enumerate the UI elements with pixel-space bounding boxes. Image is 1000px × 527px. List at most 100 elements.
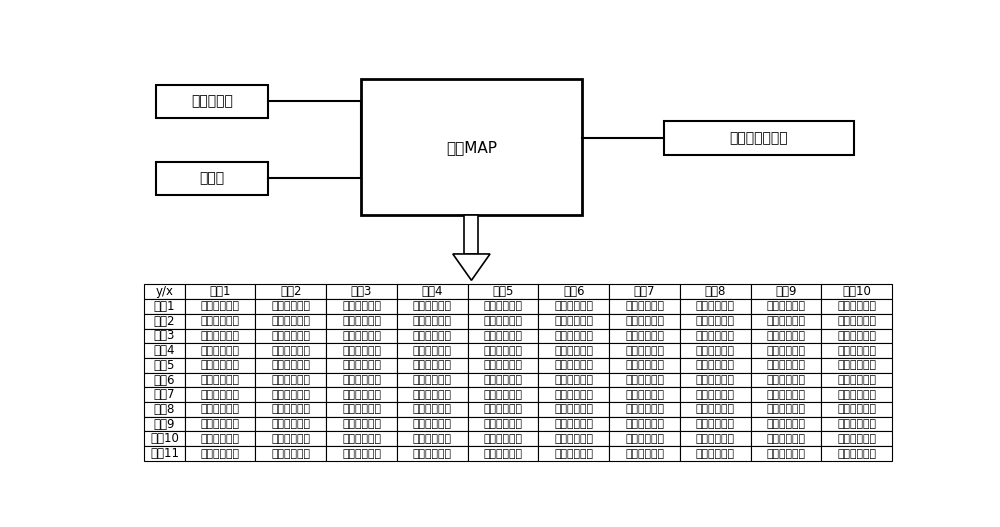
Bar [397,446,468,461]
Text: 空气计算方式: 空气计算方式 [696,448,735,458]
Bar [255,446,326,461]
Text: 空气计算方式: 空气计算方式 [342,404,381,414]
Bar [680,343,751,358]
Text: 空气计算方式: 空气计算方式 [554,390,593,399]
Bar [680,328,751,343]
Text: 空气计算方式: 空气计算方式 [837,448,876,458]
Text: 油量11: 油量11 [150,447,179,460]
Text: 空气计算方式: 空气计算方式 [696,404,735,414]
Bar [144,402,185,417]
Bar [361,80,582,216]
Text: 空气计算方式: 空气计算方式 [271,331,310,341]
Bar [751,373,821,387]
Bar [538,343,609,358]
Text: 油量7: 油量7 [154,388,175,401]
Text: 空气计算方式: 空气计算方式 [342,360,381,370]
Text: 空气计算方式: 空气计算方式 [696,316,735,326]
Bar [326,446,397,461]
Bar [468,314,538,328]
Bar [185,358,255,373]
Text: 空气计算方式: 空气计算方式 [554,331,593,341]
Text: 空气计算方式: 空气计算方式 [696,360,735,370]
Text: 空气计算方式: 空气计算方式 [413,346,452,356]
Text: 空气计算方式: 空气计算方式 [413,301,452,311]
Bar [680,373,751,387]
Text: 空气计算方式: 空气计算方式 [767,390,806,399]
Text: 空气计算方式: 空气计算方式 [271,448,310,458]
Bar [144,285,185,299]
Text: 空气计算方式: 空气计算方式 [837,404,876,414]
Bar [255,285,326,299]
Bar [751,328,821,343]
Bar [255,343,326,358]
Bar [538,299,609,314]
Text: 空气计算方式: 空气计算方式 [767,316,806,326]
Text: 转速9: 转速9 [775,285,797,298]
Text: 空气计算方式: 空气计算方式 [413,404,452,414]
Text: 空气计算方式: 空气计算方式 [201,375,240,385]
Bar [468,285,538,299]
Bar [538,358,609,373]
Text: 转速4: 转速4 [422,285,443,298]
Bar [680,402,751,417]
Text: 空气计算方式: 空气计算方式 [837,375,876,385]
Bar [185,299,255,314]
Bar [144,432,185,446]
Bar [468,446,538,461]
Bar [397,358,468,373]
Text: 空气计算方式: 空气计算方式 [271,316,310,326]
Text: 转速7: 转速7 [634,285,655,298]
Text: y/x: y/x [156,285,174,298]
Text: 空气计算方式: 空气计算方式 [696,331,735,341]
Bar [397,402,468,417]
Text: 空气计算方式: 空气计算方式 [554,434,593,444]
Bar [397,343,468,358]
Text: 空气计算方式: 空气计算方式 [201,404,240,414]
Bar [255,328,326,343]
Text: 空气计算方式: 空气计算方式 [767,419,806,429]
Bar [326,285,397,299]
Bar [538,417,609,432]
Text: 空气计算方式: 空气计算方式 [271,419,310,429]
Bar [609,358,680,373]
Bar [538,446,609,461]
Bar [821,299,892,314]
Bar [326,299,397,314]
Text: 空气计算方式: 空气计算方式 [484,404,523,414]
Bar [185,343,255,358]
Text: 空气计算方式: 空气计算方式 [767,375,806,385]
Bar [468,402,538,417]
Bar [255,432,326,446]
Bar [609,446,680,461]
Bar [751,285,821,299]
Text: 空气计算方式: 空气计算方式 [342,316,381,326]
Bar [255,299,326,314]
Text: 转速8: 转速8 [705,285,726,298]
Text: 空气计算方式: 空气计算方式 [342,346,381,356]
Bar [821,417,892,432]
Text: 空气计算方式: 空气计算方式 [413,448,452,458]
Text: 空气计算方式: 空气计算方式 [837,331,876,341]
Bar [255,417,326,432]
Text: 空气计算方式: 空气计算方式 [484,390,523,399]
Bar [185,373,255,387]
Text: 空气计算方式: 空气计算方式 [554,419,593,429]
Bar [821,373,892,387]
Bar [609,285,680,299]
Bar [538,387,609,402]
Text: 空气计算方式: 空气计算方式 [201,316,240,326]
Bar [397,373,468,387]
Text: 空气计算方式: 空气计算方式 [484,375,523,385]
Bar [144,387,185,402]
Text: 空气计算方式: 空气计算方式 [625,316,664,326]
Bar [326,417,397,432]
Text: 转速10: 转速10 [842,285,871,298]
Bar [326,343,397,358]
Text: 空气计算方式: 空气计算方式 [413,419,452,429]
Text: 空气计算方式: 空气计算方式 [201,390,240,399]
Bar [821,328,892,343]
Bar [185,314,255,328]
Bar [397,299,468,314]
Text: 空气计算方式: 空气计算方式 [342,448,381,458]
Bar [144,299,185,314]
